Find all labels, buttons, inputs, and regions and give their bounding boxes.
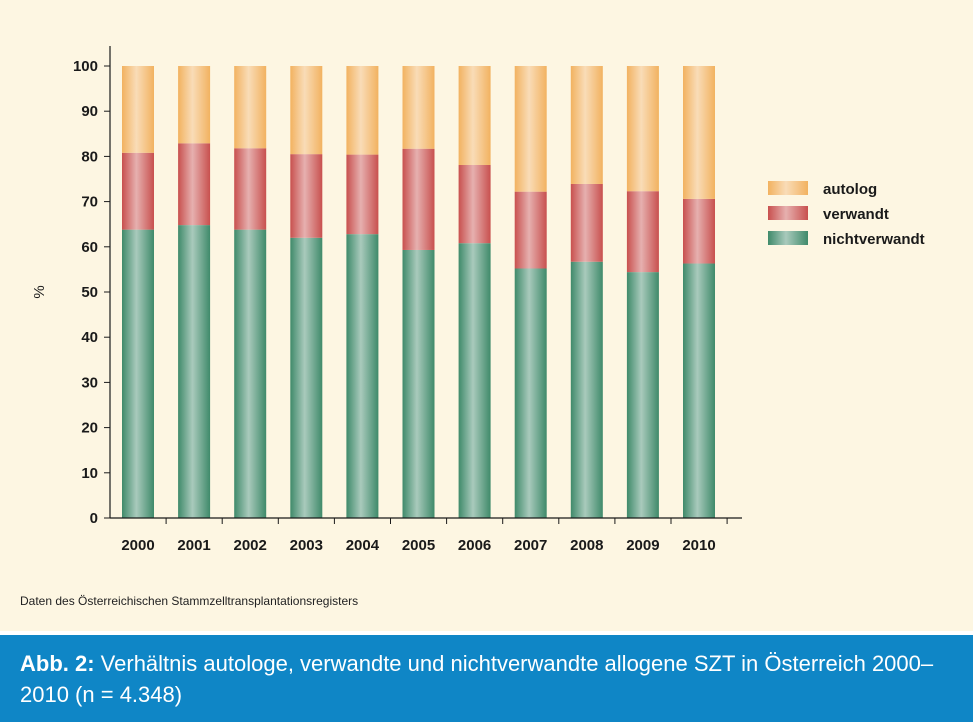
bar-verwandt-2005 <box>402 148 435 250</box>
y-tick-label-20: 20 <box>81 420 98 437</box>
axes-group: 2000 2001 2002 2003 2004 2005 2006 2007 2008 2009… <box>31 46 742 554</box>
bar-autolog-2001 <box>178 66 211 144</box>
source-note: Daten des Österreichischen Stammzelltran… <box>20 594 359 608</box>
bar-nichtverwandt-2002 <box>234 229 267 518</box>
bar-autolog-2002 <box>234 66 267 149</box>
caption-label: Abb. 2: <box>20 651 95 676</box>
x-tick-label-2009: 2009 <box>626 537 659 554</box>
x-tick-label-2002: 2002 <box>234 537 267 554</box>
x-tick-label-2008: 2008 <box>570 537 603 554</box>
y-tick-label-40: 40 <box>81 329 98 346</box>
bars-group <box>122 66 715 519</box>
y-tick-label-70: 70 <box>81 194 98 211</box>
y-tick-label-90: 90 <box>81 103 98 120</box>
legend-swatch-verwandt <box>768 206 808 220</box>
y-tick-label-100: 100 <box>73 58 98 75</box>
y-tick-label-30: 30 <box>81 374 98 391</box>
x-tick-label-2010: 2010 <box>682 537 715 554</box>
x-tick-label-2000: 2000 <box>121 537 154 554</box>
bar-nichtverwandt-2009 <box>626 272 659 518</box>
legend: autolog verwandt nichtverwandt <box>768 181 925 248</box>
x-tick-label-2007: 2007 <box>514 537 547 554</box>
bar-nichtverwandt-2004 <box>346 234 379 519</box>
bar-verwandt-2004 <box>346 154 379 235</box>
bar-nichtverwandt-2005 <box>402 249 435 519</box>
bar-verwandt-2001 <box>178 143 211 226</box>
x-tick-label-2003: 2003 <box>290 537 323 554</box>
bar-autolog-2005 <box>402 66 435 149</box>
bar-autolog-2006 <box>458 66 491 165</box>
bar-nichtverwandt-2000 <box>122 229 154 518</box>
figure-caption: Abb. 2: Verhältnis autologe, verwandte u… <box>0 631 973 722</box>
legend-label-autolog: autolog <box>823 181 877 198</box>
bar-verwandt-2010 <box>683 198 715 264</box>
bar-autolog-2010 <box>683 66 715 199</box>
legend-label-verwandt: verwandt <box>823 206 889 223</box>
caption-text: Verhältnis autologe, verwandte und nicht… <box>20 651 934 707</box>
bar-autolog-2003 <box>290 66 323 155</box>
y-tick-label-80: 80 <box>81 148 98 165</box>
bar-verwandt-2002 <box>234 148 267 230</box>
bar-autolog-2008 <box>570 66 603 184</box>
bar-autolog-2007 <box>514 66 547 192</box>
bar-autolog-2000 <box>122 66 154 153</box>
bar-autolog-2004 <box>346 66 379 155</box>
bar-nichtverwandt-2010 <box>683 263 715 518</box>
y-tick-label-50: 50 <box>81 284 98 301</box>
stacked-bar-chart: 2000 2001 2002 2003 2004 2005 2006 2007 2008 2009… <box>31 46 925 554</box>
bar-verwandt-2009 <box>626 191 659 273</box>
x-tick-label-2005: 2005 <box>402 537 435 554</box>
bar-verwandt-2008 <box>570 183 603 262</box>
legend-swatch-nichtverwandt <box>768 231 808 245</box>
legend-label-nichtverwandt: nichtverwandt <box>823 231 925 248</box>
bar-nichtverwandt-2007 <box>514 268 547 518</box>
bar-nichtverwandt-2008 <box>570 261 603 518</box>
bar-verwandt-2000 <box>122 152 154 230</box>
bar-nichtverwandt-2006 <box>458 243 491 518</box>
bar-verwandt-2007 <box>514 191 547 269</box>
bar-nichtverwandt-2001 <box>178 225 211 518</box>
bar-verwandt-2006 <box>458 164 491 244</box>
bar-nichtverwandt-2003 <box>290 237 323 518</box>
x-tick-label-2006: 2006 <box>458 537 491 554</box>
bar-verwandt-2003 <box>290 154 323 238</box>
y-tick-label-0: 0 <box>90 510 98 527</box>
x-tick-label-2001: 2001 <box>177 537 210 554</box>
legend-swatch-autolog <box>768 181 808 195</box>
y-tick-label-10: 10 <box>81 465 98 482</box>
x-tick-label-2004: 2004 <box>346 537 380 554</box>
y-axis-label: % <box>31 285 48 298</box>
y-tick-label-60: 60 <box>81 239 98 256</box>
bar-autolog-2009 <box>626 66 659 192</box>
